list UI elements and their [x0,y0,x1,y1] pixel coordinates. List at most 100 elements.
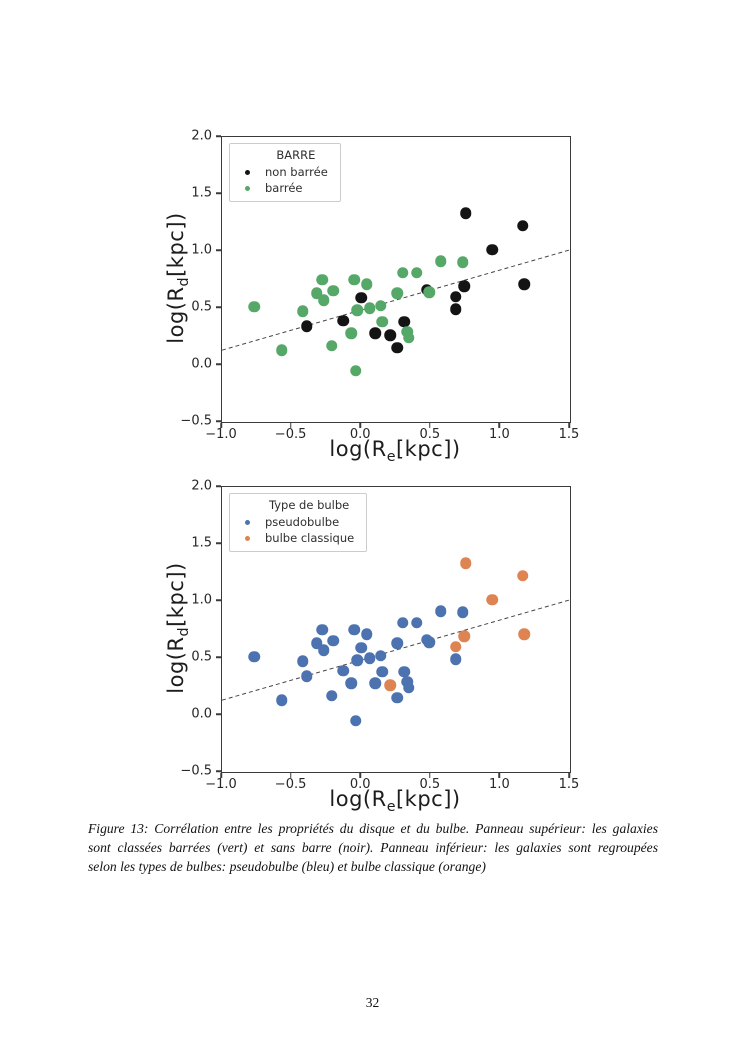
legend-marker-barree-icon [245,185,250,191]
x-tick-mark [498,422,501,428]
data-point-barrée [296,305,309,318]
y-axis-label-sub: d [176,626,193,637]
legend-label: barrée [265,181,303,195]
legend-title: Type de bulbe [268,498,350,512]
data-point-barrée [402,331,415,344]
data-point-non-barrée [398,315,411,328]
y-tick-mark [216,770,221,772]
y-tick-mark [216,306,221,308]
x-tick-mark [568,772,570,778]
y-tick-mark [216,135,221,137]
data-point-barrée [326,339,338,352]
legend-label: pseudobulbe [265,515,340,529]
data-point-pseudobulbe [434,605,447,617]
x-tick-label: −1.0 [205,777,237,792]
data-point-pseudobulbe [310,637,323,649]
data-point-barrée [423,286,436,298]
data-point-barrée [363,302,376,314]
x-tick-label: −0.5 [274,427,307,442]
data-point-barrée [457,256,469,269]
data-point-barrée [411,266,423,279]
legend-entry: pseudobulbe [238,515,354,529]
data-point-barrée [349,364,362,377]
data-point-non-barrée [337,314,349,327]
data-point-non-barrée [391,342,404,354]
x-tick-label: 1.0 [489,777,510,792]
data-point-pseudobulbe [317,644,330,656]
data-point-bulbe-classique [518,628,530,640]
data-point-non-barrée [355,291,367,304]
y-tick-mark [216,363,221,365]
data-point-pseudobulbe [398,665,411,678]
y-tick-label: 1.5 [191,185,212,201]
data-point-pseudobulbe [361,628,373,640]
data-point-non-barrée [450,290,462,303]
data-point-pseudobulbe [327,635,340,647]
data-point-pseudobulbe [420,634,433,646]
x-axis-label-sub: e [386,449,396,466]
data-point-pseudobulbe [326,689,338,702]
y-tick-label: 0.0 [191,356,212,372]
data-point-non-barrée [516,220,529,232]
caption-line: selon les types de bulbes: pseudobulbe (… [88,859,486,874]
x-tick-label: 0.5 [419,427,441,442]
data-point-pseudobulbe [411,616,423,629]
y-tick-mark [216,249,221,251]
x-axis-label: log(Re[kpc]) [221,787,569,815]
x-tick-label: 1.0 [489,427,510,442]
y-tick-label: −0.5 [180,413,212,429]
x-tick-label: 0.0 [349,427,371,442]
y-tick-label: 1.0 [191,592,212,608]
data-point-barrée [348,273,360,286]
data-point-bulbe-classique [516,570,529,582]
y-tick-label: 0.5 [191,299,212,315]
scatter-plot-barre: log(Rd[kpc]) BARRE non barrée barrée log… [0,129,745,486]
data-point-barrée [310,287,323,299]
x-tick-mark [568,422,570,428]
x-tick-mark [359,772,361,778]
x-tick-mark [429,772,431,778]
caption-line: Figure 13: Corrélation entre les proprié… [88,821,658,836]
legend-entry: non barrée [238,165,328,179]
data-point-non-barrée [369,327,381,339]
trend-line [221,599,571,701]
y-tick-label: 1.0 [191,242,212,258]
data-point-barrée [345,327,358,339]
data-point-pseudobulbe [348,623,360,636]
data-point-pseudobulbe [397,616,409,629]
legend-marker-pseudobulbe-icon [245,519,250,525]
y-tick-label: 1.5 [191,535,212,551]
y-tick-mark [216,192,221,194]
data-point-bulbe-classique [486,594,498,606]
x-axis-label: log(Re[kpc]) [221,437,569,465]
data-point-bulbe-classique [459,557,472,570]
data-point-pseudobulbe [301,670,313,682]
legend-title: BARRE [276,148,316,162]
data-point-pseudobulbe [450,653,462,665]
x-tick-label: 0.0 [349,777,371,792]
x-tick-label: 0.5 [419,777,441,792]
data-point-barrée [434,255,447,267]
x-tick-mark [220,422,222,428]
data-point-bulbe-classique [384,679,397,692]
data-point-pseudobulbe [363,652,376,664]
data-point-barrée [327,285,340,297]
data-point-non-barrée [459,207,472,220]
y-axis-label-text: log(R [163,286,188,344]
x-tick-mark [429,422,431,428]
page-number: 32 [365,995,380,1010]
data-point-pseudobulbe [337,664,349,677]
x-tick-mark [359,422,361,428]
data-point-non-barrée [458,280,470,293]
y-axis-label-sub: d [176,276,193,287]
legend-label: bulbe classique [265,531,355,545]
data-point-pseudobulbe [349,714,362,727]
data-point-barrée [397,266,409,279]
y-axis-label: log(Rd[kpc]) [164,562,192,693]
legend-label: non barrée [265,165,328,179]
y-tick-mark [216,713,221,715]
x-axis-label-text: log(R [329,437,387,461]
data-point-pseudobulbe [355,641,367,654]
data-point-barrée [361,278,373,290]
